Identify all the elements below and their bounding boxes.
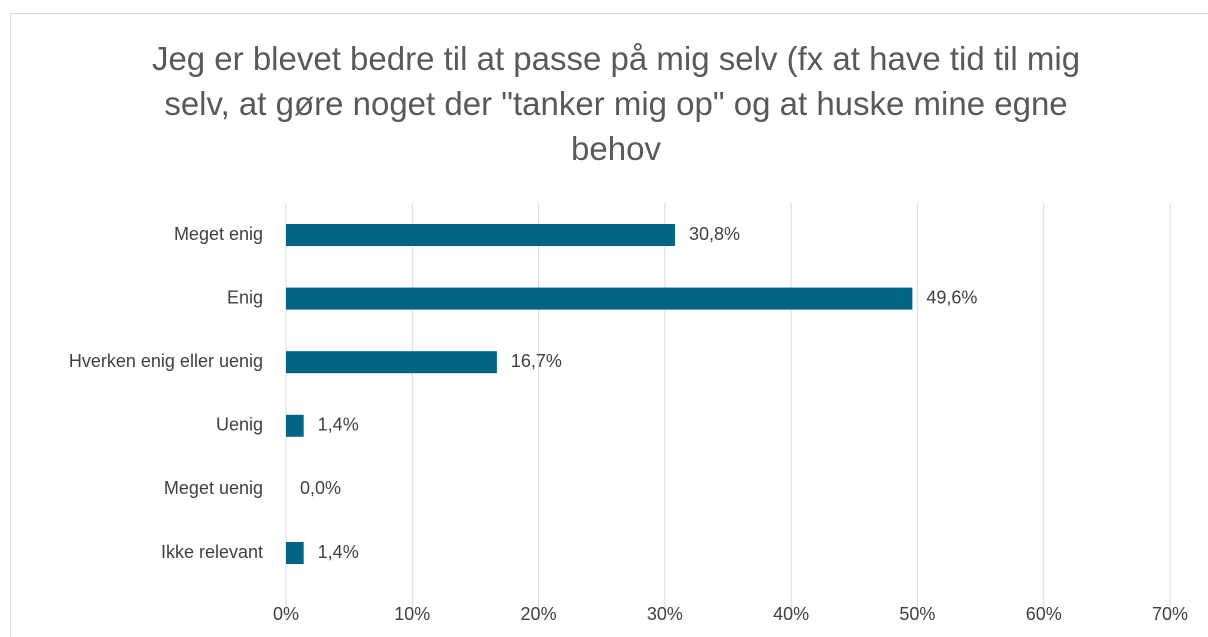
x-tick-label: 10% bbox=[394, 604, 430, 624]
y-tick-label: Meget uenig bbox=[164, 478, 263, 498]
bar bbox=[286, 287, 913, 310]
x-tick-label: 50% bbox=[899, 604, 935, 624]
data-label: 49,6% bbox=[926, 287, 977, 307]
bar bbox=[286, 414, 304, 437]
y-tick-label: Hverken enig eller uenig bbox=[69, 351, 263, 371]
bar bbox=[286, 351, 497, 374]
chart-border bbox=[10, 13, 1208, 637]
y-tick-label: Ikke relevant bbox=[161, 542, 263, 562]
bar bbox=[286, 224, 675, 246]
data-label: 0,0% bbox=[300, 478, 341, 498]
chart-title: Jeg er blevet bedre til at passe på mig … bbox=[151, 40, 1081, 167]
data-label: 30,8% bbox=[689, 224, 740, 244]
data-label: 1,4% bbox=[318, 542, 359, 562]
x-tick-label: 30% bbox=[647, 604, 683, 624]
y-tick-label: Uenig bbox=[216, 415, 263, 435]
y-tick-label: Meget enig bbox=[174, 224, 263, 244]
x-tick-label: 40% bbox=[773, 604, 809, 624]
y-tick-label: Enig bbox=[227, 287, 263, 307]
x-tick-label: 20% bbox=[521, 604, 557, 624]
x-tick-label: 60% bbox=[1026, 604, 1062, 624]
data-label: 1,4% bbox=[318, 415, 359, 435]
x-tick-label: 70% bbox=[1152, 604, 1188, 624]
x-tick-label: 0% bbox=[273, 604, 299, 624]
data-label: 16,7% bbox=[511, 351, 562, 371]
bar bbox=[286, 542, 304, 564]
